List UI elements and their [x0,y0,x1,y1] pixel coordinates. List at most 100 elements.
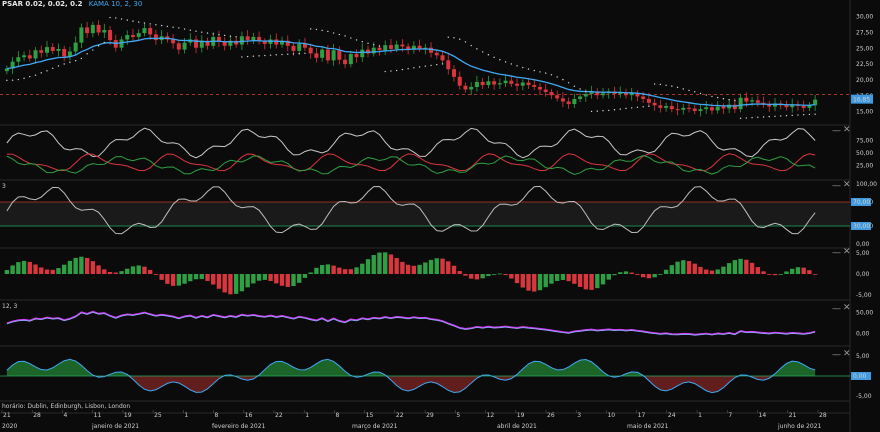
psar-dot [441,63,444,65]
candle-body [360,49,365,58]
minimize-icon[interactable]: — [832,350,841,360]
psar-dot [373,44,375,46]
psar-dot [34,74,37,76]
psar-dot [711,95,713,98]
price-tick-label: 27,50 [856,30,873,37]
histogram-bar [428,259,434,274]
rsi-badge [851,222,871,230]
histogram-bar [10,265,15,274]
price-tick-label: 30,00 [856,14,873,21]
psar-dot [659,83,662,86]
histogram-bar [365,259,371,274]
candle-body [366,49,371,54]
x-tick-label: 21 [3,412,11,419]
candle-body [744,97,749,102]
histogram-bar [503,274,508,276]
psar-dot [676,86,679,89]
psar-dot [132,20,134,22]
x-tick-label: 1 [184,412,188,419]
x-tick-label: 28 [819,412,827,419]
minimize-icon[interactable]: — [832,126,841,136]
close-icon[interactable]: ✕ [843,180,851,190]
candle-body [669,105,674,110]
psar-dot [533,69,535,72]
psar-dot [63,63,65,65]
close-icon[interactable]: ✕ [843,247,851,257]
psar-dot [292,53,295,55]
histogram-bar [153,274,159,275]
histogram-bar [96,265,101,274]
psar-dot [29,75,31,78]
candle-body [784,105,789,108]
psar-dot [716,96,719,99]
candle-body [509,80,514,84]
candle-body [801,105,806,108]
candle-body [222,41,227,46]
psar-dot [802,114,805,116]
close-icon[interactable]: ✕ [843,125,851,135]
x-tick-label: 5 [456,412,460,419]
psar-dot [258,55,260,57]
close-icon[interactable]: ✕ [843,349,851,359]
histogram-bar [170,274,176,286]
minimize-icon[interactable]: — [832,304,841,314]
psar-dot [751,116,753,119]
x-tick-label: 15 [366,412,374,419]
candle-body [394,44,399,49]
candle-body [130,35,135,37]
minimize-icon[interactable]: — [832,248,841,258]
histogram-bar [629,272,634,274]
psar-dot [390,70,392,72]
histogram-bar [761,271,766,274]
psar-dot [92,49,94,51]
psar-dot [694,91,696,93]
x-tick-label: 28 [33,412,41,419]
close-icon[interactable]: ✕ [843,303,851,313]
psar-dot [757,116,759,118]
psar-dot [183,28,186,30]
candle-body [503,80,508,84]
psar-dot [241,56,243,58]
histogram-bar [526,274,531,291]
psar-dot [126,19,128,21]
candle-body [50,47,55,51]
histogram-bar [188,274,193,282]
psar-dot [6,79,8,82]
candle-body [417,45,422,49]
histogram-bar [394,258,399,274]
candle-body [39,50,44,53]
histogram-bar [732,260,738,274]
histogram-bar [50,269,55,274]
histogram-bar [554,274,560,281]
histogram-bar [600,274,606,285]
psar-dot [166,25,169,28]
psar-dot [424,65,427,67]
psar-dot [430,64,432,67]
osc-line [6,358,816,394]
psar-dot [298,52,300,55]
psar-dot [464,41,467,43]
psar-dot [275,54,277,56]
psar-dot [344,35,346,37]
candle-body [331,50,336,61]
histogram-bar [325,264,331,274]
x-tick-label: 1 [698,412,702,419]
psar-dot [808,113,811,116]
histogram-bar [113,272,118,274]
histogram-bar [560,274,566,281]
candle-body [27,55,32,59]
psar-dot [636,106,639,109]
histogram-bar [646,274,652,279]
minimize-icon[interactable]: — [832,181,841,191]
histogram-bar [182,274,187,284]
psar-dot [745,117,748,119]
candle-body [228,40,233,46]
psar-dot [201,31,203,33]
candle-body [102,29,107,33]
psar-dot [653,83,656,85]
histogram-bar [388,254,394,274]
psar-dot [57,65,60,67]
histogram-bar [297,274,302,283]
histogram-bar [451,265,457,274]
